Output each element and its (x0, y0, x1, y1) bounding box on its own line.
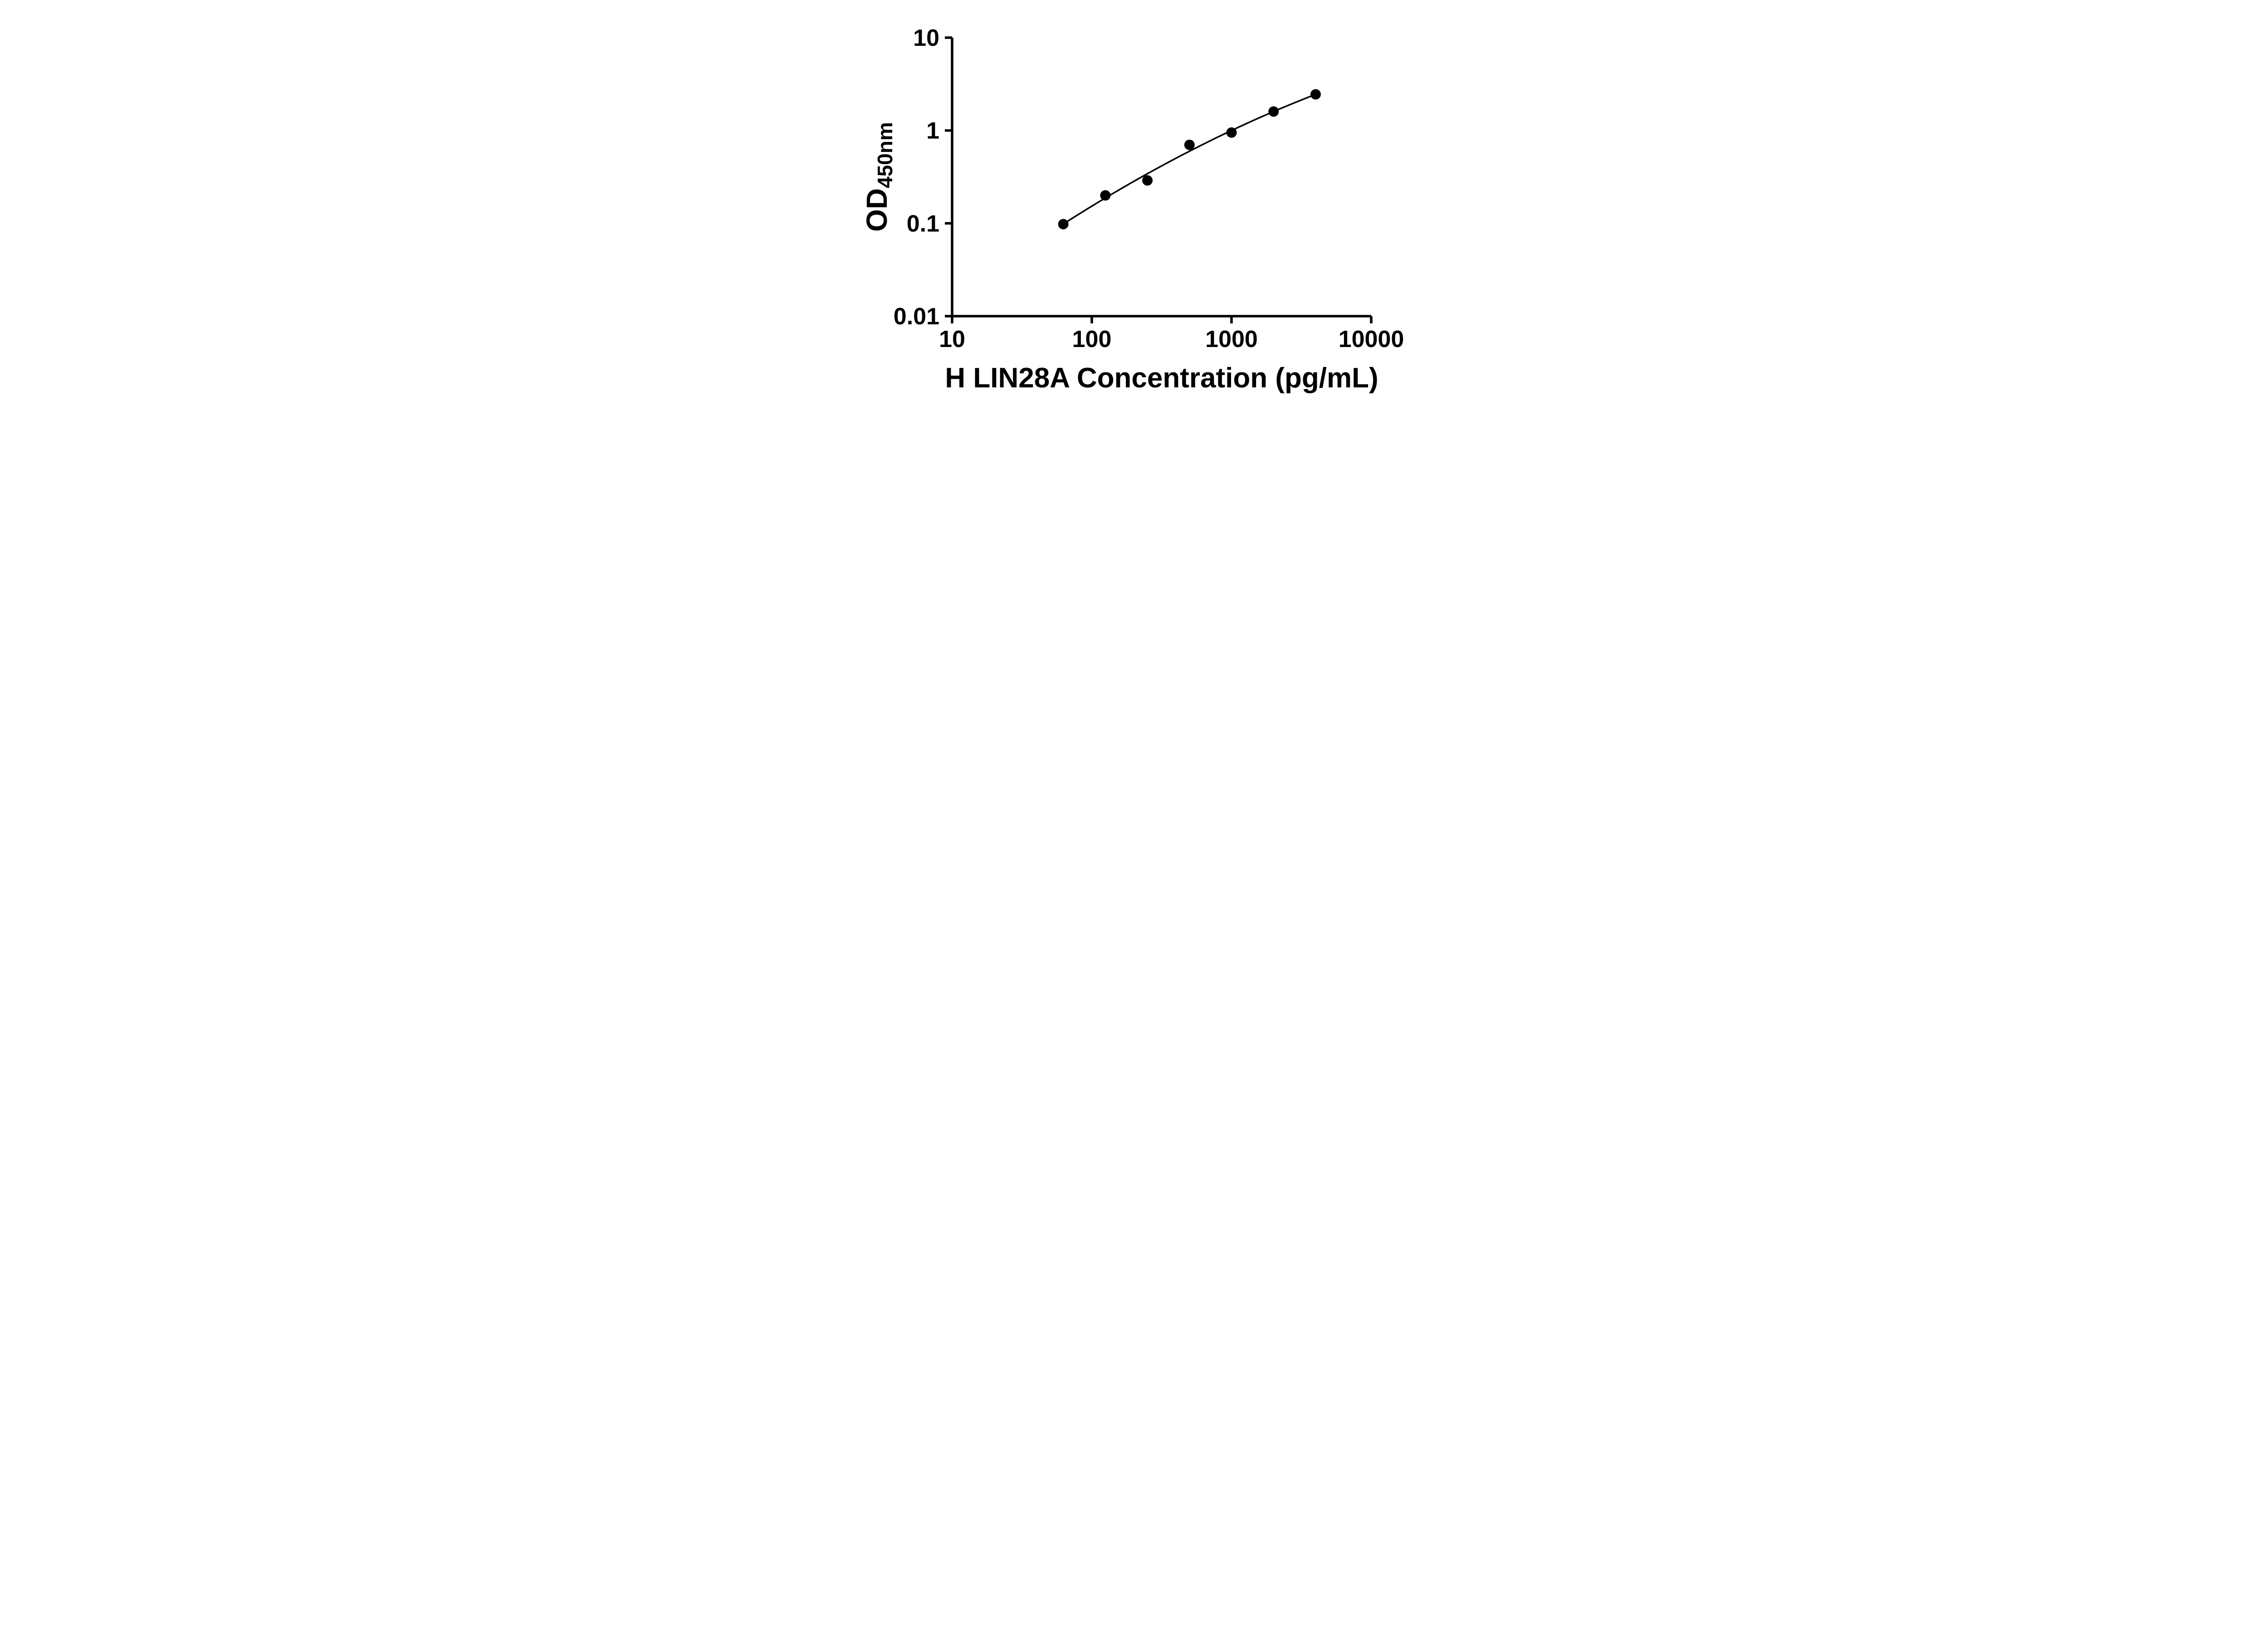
y-axis-title: OD450nm (860, 122, 897, 232)
x-tick-label: 10 (939, 326, 965, 352)
elisa-standard-curve-figure: 10 100 1000 10000 0.01 0.1 1 10 OD450nm H LIN28… (842, 0, 1426, 408)
data-point-marker (1142, 175, 1153, 186)
data-point-marker (1226, 127, 1237, 138)
data-point-marker (1100, 190, 1111, 201)
chart-canvas: 10 100 1000 10000 0.01 0.1 1 10 (894, 25, 1404, 352)
axes (951, 38, 1371, 318)
y-tick-label: 10 (913, 25, 939, 51)
x-tick-label: 100 (1072, 326, 1112, 352)
data-point-marker (1058, 219, 1069, 230)
data-point-marker (1184, 139, 1195, 150)
x-tick-label: 10000 (1339, 326, 1404, 352)
y-axis-title-main: OD (860, 188, 893, 232)
y-tick-label: 1 (926, 118, 939, 144)
data-point-marker (1268, 106, 1279, 117)
data-point-marker (1310, 89, 1321, 100)
x-tick-label: 1000 (1205, 326, 1258, 352)
x-axis-title: H LIN28A Concentration (pg/mL) (945, 362, 1378, 394)
y-axis-title-sub: 450nm (873, 122, 897, 188)
y-tick-label: 0.1 (907, 210, 939, 237)
y-tick-label: 0.01 (894, 303, 939, 330)
